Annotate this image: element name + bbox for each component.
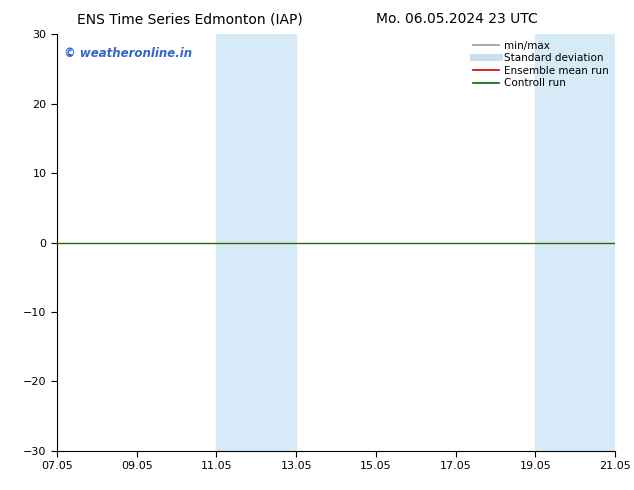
Text: Mo. 06.05.2024 23 UTC: Mo. 06.05.2024 23 UTC xyxy=(375,12,538,26)
Bar xyxy=(535,34,615,451)
Text: ENS Time Series Edmonton (IAP): ENS Time Series Edmonton (IAP) xyxy=(77,12,303,26)
Text: © weatheronline.in: © weatheronline.in xyxy=(64,47,192,60)
Legend: min/max, Standard deviation, Ensemble mean run, Controll run: min/max, Standard deviation, Ensemble me… xyxy=(469,36,613,93)
Bar xyxy=(216,34,296,451)
